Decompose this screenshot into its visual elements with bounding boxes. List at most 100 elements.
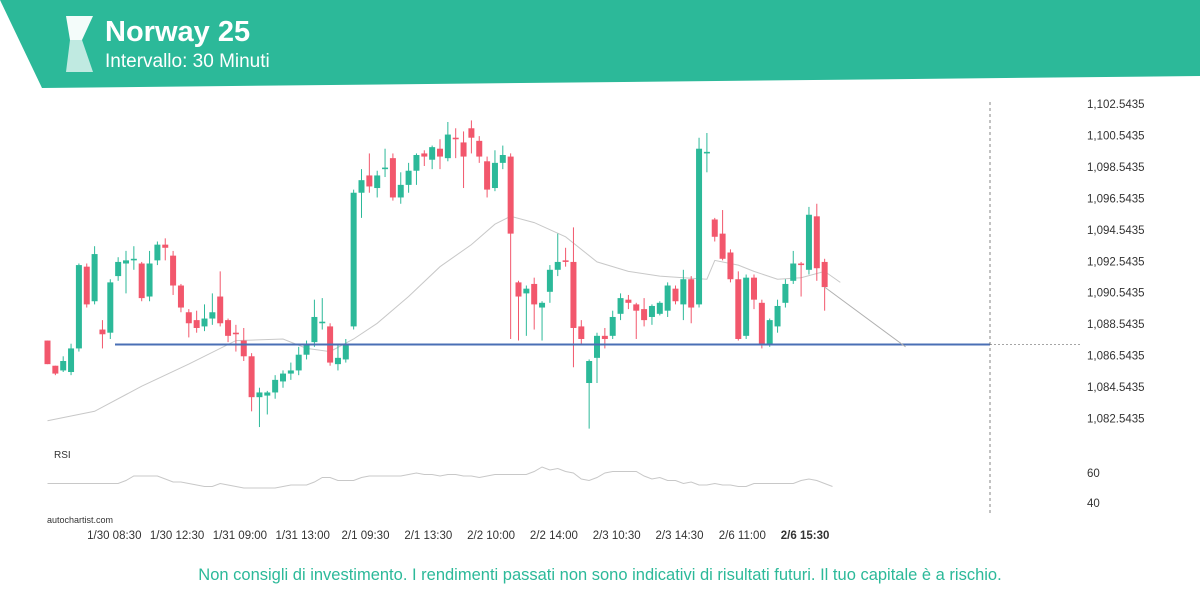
candle-body: [680, 279, 687, 305]
candle-body: [507, 156, 514, 234]
candle-body: [358, 180, 365, 193]
candle-body: [711, 219, 718, 237]
candle-body: [554, 261, 561, 270]
rsi-label: RSI: [54, 450, 71, 461]
candle-body: [766, 320, 773, 344]
candle-body: [83, 266, 90, 305]
candle-body: [813, 216, 820, 269]
x-tick-label: 1/31 13:00: [276, 530, 330, 542]
x-tick-label: 2/3 14:30: [656, 530, 704, 542]
candle-body: [91, 254, 98, 302]
candle-body: [52, 365, 59, 374]
overlay-layer: [115, 102, 1082, 515]
candle-body: [743, 277, 750, 336]
candle-body: [476, 140, 483, 157]
candle-body: [594, 335, 600, 358]
candle-body: [421, 153, 428, 157]
candle-body: [727, 252, 734, 280]
candle-body: [444, 134, 451, 159]
candle-body: [672, 288, 679, 302]
candle-body: [389, 158, 396, 198]
candle-body: [68, 348, 75, 373]
candle-body: [688, 279, 695, 308]
y-tick-label: 1,100.5435: [1087, 130, 1145, 142]
candle-body: [248, 356, 255, 398]
rsi-panel: RSI 60 40: [47, 450, 1100, 510]
y-tick-label: 1,084.5435: [1087, 382, 1145, 394]
candle-body: [209, 312, 216, 319]
candle-body: [240, 340, 247, 357]
candle-body: [177, 285, 184, 308]
candle-body: [44, 340, 51, 365]
candle-body: [217, 296, 224, 324]
candle-body: [758, 302, 765, 344]
candle-body: [138, 263, 145, 299]
candle-body: [201, 318, 208, 327]
candle-body: [751, 277, 757, 300]
x-tick-label: 1/31 09:00: [213, 530, 267, 542]
candle-body: [562, 260, 569, 262]
candle-body: [703, 151, 710, 154]
candle-body: [319, 321, 326, 324]
candle-body: [790, 263, 797, 281]
candle-body: [491, 162, 498, 189]
y-tick-label: 1,086.5435: [1087, 351, 1145, 363]
disclaimer-text: Non consigli di investimento. I rendimen…: [198, 566, 1002, 584]
candle-body: [162, 244, 169, 248]
price-projection-line: [824, 286, 906, 348]
x-tick-label: 2/1 13:30: [404, 530, 452, 542]
candle-body: [256, 392, 263, 398]
candle-body: [460, 142, 467, 157]
y-tick-label: 1,096.5435: [1087, 193, 1145, 205]
candle-body: [303, 345, 310, 355]
candle-body: [280, 373, 286, 382]
page-title: Norway 25: [105, 16, 251, 48]
candle-body: [185, 312, 192, 324]
y-tick-label: 1,088.5435: [1087, 319, 1145, 331]
candle-body: [531, 283, 538, 305]
y-tick-label: 1,082.5435: [1087, 414, 1145, 426]
candle-body: [342, 343, 349, 360]
candle-body: [805, 214, 812, 270]
candle-body: [295, 354, 302, 371]
candle-body: [586, 361, 593, 384]
candles-layer: [44, 120, 828, 429]
candle-body: [429, 147, 436, 160]
candle-body: [578, 326, 585, 339]
x-tick-label: 1/30 08:30: [87, 530, 141, 542]
y-tick-label: 1,094.5435: [1087, 225, 1145, 237]
candle-body: [735, 279, 742, 339]
candle-body: [609, 316, 616, 336]
candle-body: [130, 258, 137, 261]
candle-body: [405, 170, 412, 185]
candle-body: [821, 261, 828, 288]
candle-body: [719, 233, 726, 259]
candle-body: [334, 357, 341, 365]
candle-body: [664, 285, 671, 311]
candle-body: [382, 167, 389, 170]
autochartist-logo-icon: [66, 16, 93, 72]
candle-body: [287, 370, 294, 374]
watermark: autochartist.com: [47, 515, 114, 525]
candle-body: [648, 305, 655, 317]
rsi-line: [47, 466, 833, 489]
candle-body: [264, 392, 271, 396]
candle-body: [452, 137, 459, 140]
candle-body: [468, 128, 475, 138]
candle-body: [523, 288, 530, 294]
price-axis: 1,102.5435 1,100.5435 1,098.5435 1,096.5435…: [1087, 99, 1145, 426]
y-tick-label: 1,102.5435: [1087, 99, 1145, 111]
y-tick-label: 1,098.5435: [1087, 162, 1145, 174]
candle-body: [311, 316, 318, 343]
candle-body: [601, 335, 608, 339]
candle-body: [123, 260, 129, 264]
x-tick-label: 2/6 15:30: [781, 530, 830, 542]
interval-subtitle: Intervallo: 30 Minuti: [105, 51, 270, 72]
header-banner: [0, 0, 1200, 88]
candle-body: [625, 299, 632, 303]
candle-body: [798, 263, 805, 266]
candle-body: [633, 304, 640, 311]
candle-body: [193, 320, 200, 328]
candle-body: [499, 155, 506, 163]
candle-body: [539, 302, 546, 308]
